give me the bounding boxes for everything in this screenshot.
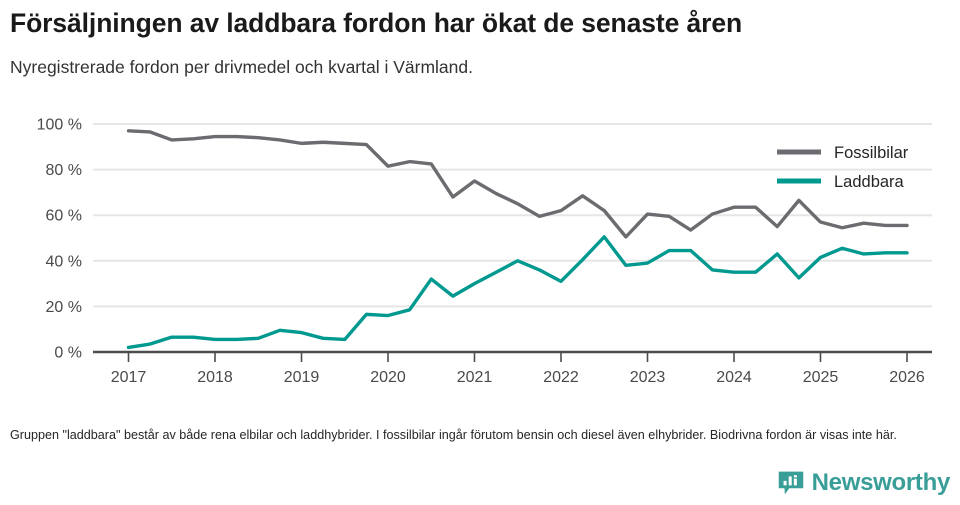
brand-name: Newsworthy	[811, 469, 951, 496]
x-axis-tick-label: 2018	[197, 369, 233, 386]
legend-label-laddbara: Laddbara	[834, 173, 905, 191]
x-axis-tick-label: 2022	[543, 369, 579, 386]
legend-label-fossilbilar: Fossilbilar	[834, 144, 909, 162]
y-axis-tick-label: 100 %	[37, 117, 82, 134]
x-axis-ticks	[127, 353, 908, 362]
x-axis-tick-label: 2023	[630, 369, 666, 386]
series-line-fossilbilar	[126, 129, 909, 239]
y-axis-tick-label: 40 %	[46, 253, 82, 270]
line-chart: 0 % 20 % 40 % 60 % 80 % 100 % 2017 2018 2019 202…	[37, 117, 932, 386]
chart-plot-area: 0 % 20 % 40 % 60 % 80 % 100 % 2017 2018 2019 202…	[0, 105, 960, 395]
y-axis-tick-label: 20 %	[46, 299, 82, 316]
y-axis-tick-labels: 0 % 20 % 40 % 60 % 80 % 100 %	[37, 117, 82, 362]
x-axis-tick-label: 2017	[111, 369, 147, 386]
x-axis-tick-label: 2024	[716, 369, 752, 386]
y-axis-tick-label: 80 %	[46, 162, 82, 179]
x-axis-tick-labels: 2017 2018 2019 2020 2021 2022 2023 2024 2025 2026	[111, 369, 925, 386]
bar-chart-speech-bubble-icon	[778, 471, 803, 495]
newsworthy-logo: Newsworthy	[777, 469, 950, 497]
x-axis-tick-label: 2025	[803, 369, 839, 386]
x-axis-tick-label: 2021	[457, 369, 493, 386]
chart-series-lines	[126, 129, 909, 350]
y-axis-tick-label: 0 %	[54, 345, 82, 362]
chart-gridlines	[93, 123, 932, 354]
y-axis-tick-label: 60 %	[46, 208, 82, 225]
series-line-laddbara	[126, 235, 909, 350]
chart-legend: Fossilbilar Laddbara	[777, 144, 909, 191]
x-axis-tick-label: 2026	[889, 369, 925, 386]
x-axis-tick-label: 2020	[370, 369, 406, 386]
chart-footnote: Gruppen "laddbara" består av både rena e…	[10, 428, 897, 442]
x-axis-tick-label: 2019	[284, 369, 320, 386]
page-title: Försäljningen av laddbara fordon har öka…	[10, 8, 743, 38]
chart-subtitle: Nyregistrerade fordon per drivmedel och …	[10, 56, 473, 77]
